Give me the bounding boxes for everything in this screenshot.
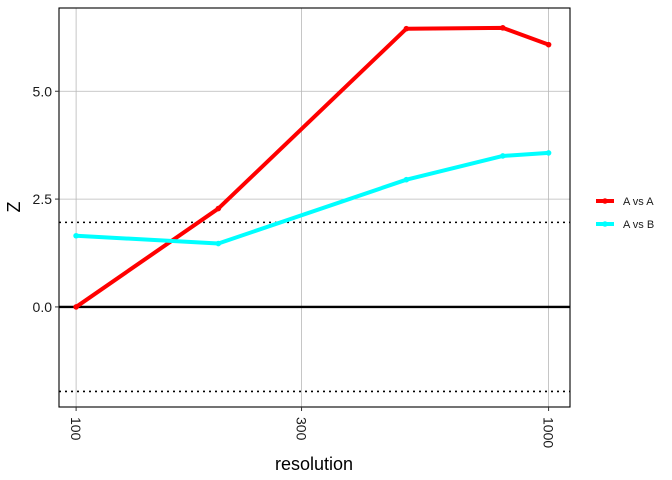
- legend-label: A vs A: [623, 196, 654, 208]
- grid-lines: [59, 8, 570, 407]
- legend-key-point: [602, 221, 608, 227]
- y-axis-ticks: 0.0 2.5 5.0: [33, 83, 59, 315]
- data-point: [403, 176, 410, 183]
- y-tick-label: 2.5: [33, 191, 53, 207]
- y-tick-label: 0.0: [33, 299, 53, 315]
- y-tick-label: 5.0: [33, 83, 53, 99]
- data-point: [73, 232, 79, 239]
- data-point: [545, 150, 552, 156]
- x-axis-ticks: 100 300 1000: [68, 407, 557, 448]
- data-point: [73, 304, 79, 310]
- legend-label: A vs B: [623, 219, 654, 231]
- x-axis-title: resolution: [275, 454, 353, 474]
- data-point: [545, 41, 552, 48]
- data-point: [215, 240, 222, 247]
- panel-border: [58, 7, 571, 408]
- reference-lines: [59, 221, 570, 393]
- series-lines: [73, 25, 552, 310]
- x-tick-label: 1000: [541, 417, 557, 448]
- legend: A vs A A vs B: [596, 196, 654, 231]
- data-point: [499, 25, 506, 31]
- data-point: [403, 25, 410, 32]
- y-axis-title: Z: [4, 202, 24, 213]
- data-point: [499, 153, 506, 159]
- legend-key-point: [602, 198, 608, 204]
- data-point: [215, 205, 222, 212]
- x-tick-label: 100: [68, 417, 84, 441]
- x-tick-label: 300: [294, 417, 310, 441]
- series-line: [74, 25, 550, 309]
- series-line: [76, 150, 549, 246]
